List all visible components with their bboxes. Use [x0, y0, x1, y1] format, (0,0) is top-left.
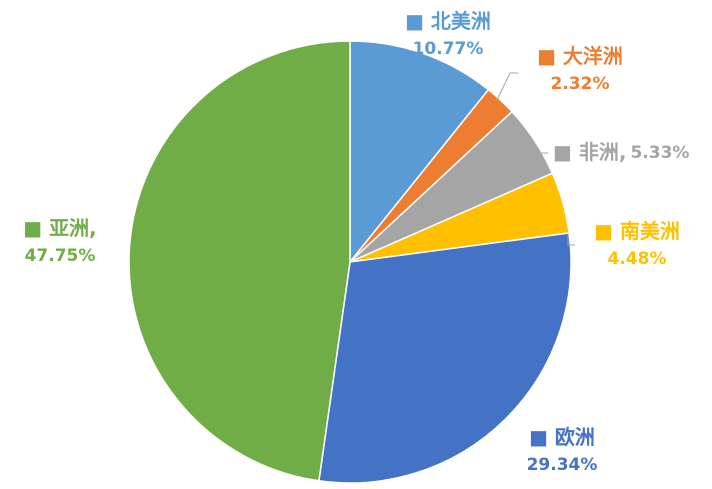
slice-value: 5.33% — [630, 143, 689, 163]
legend-key-icon: ■ — [553, 140, 579, 164]
slice-label: 北美洲 — [431, 9, 491, 33]
slice-value: 2.32% — [551, 74, 610, 94]
data-label: ■ 欧洲 29.34% — [527, 425, 598, 476]
slice-label: 欧洲 — [555, 425, 595, 449]
leader-lines — [496, 72, 575, 246]
slice-value: 29.34% — [527, 455, 598, 475]
data-label-name: ■ 欧洲 — [529, 425, 595, 449]
pie-slice — [318, 232, 572, 484]
data-label: ■ 非洲, 5.33% — [553, 140, 689, 164]
data-label-name: ■ 非洲, 5.33% — [553, 140, 689, 164]
data-label: ■ 大洋洲 2.32% — [537, 44, 623, 95]
leader-line — [567, 233, 575, 246]
legend-key-icon: ■ — [23, 216, 49, 240]
data-label: ■ 北美洲 10.77% — [405, 9, 491, 60]
slice-value: 10.77% — [413, 39, 484, 59]
slice-value: 47.75% — [25, 246, 96, 266]
slice-label: 南美洲 — [620, 219, 680, 243]
legend-key-icon: ■ — [594, 219, 620, 243]
data-label-name: ■ 亚洲, — [23, 216, 96, 240]
data-label-name: ■ 大洋洲 — [537, 44, 623, 68]
slice-value: 4.48% — [608, 249, 667, 269]
slice-label: 非洲, — [579, 140, 627, 164]
data-label-name: ■ 南美洲 — [594, 219, 680, 243]
slice-label: 亚洲, — [49, 216, 97, 240]
legend-key-icon: ■ — [405, 9, 431, 33]
leader-line — [496, 72, 518, 101]
slice-label: 大洋洲 — [563, 44, 623, 68]
pie-slice — [349, 40, 490, 265]
legend-key-icon: ■ — [537, 44, 563, 68]
data-label-name: ■ 北美洲 — [405, 9, 491, 33]
legend-key-icon: ■ — [529, 425, 555, 449]
pie-slice — [128, 40, 351, 482]
data-label: ■ 亚洲, 47.75% — [23, 216, 96, 267]
data-label: ■ 南美洲 4.48% — [594, 219, 680, 270]
pie-slices — [128, 40, 572, 484]
